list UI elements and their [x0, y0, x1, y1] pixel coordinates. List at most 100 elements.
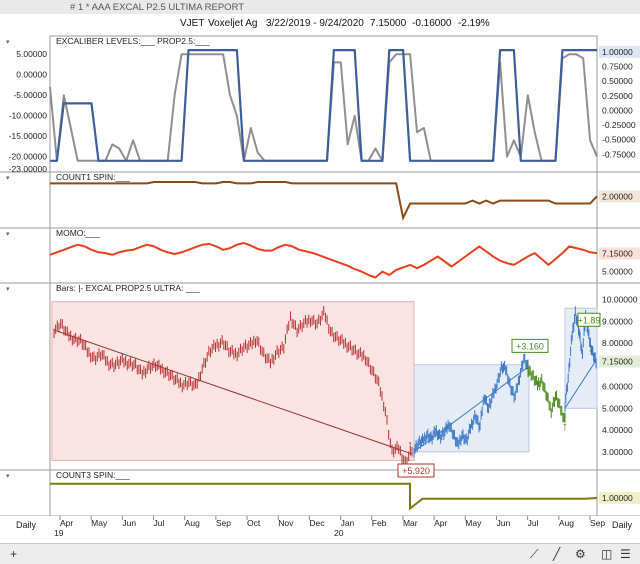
x-tick-label: Jun: [122, 518, 136, 528]
x-tick-label: Jul: [528, 518, 539, 528]
symbol-info-bar: VJET Voxeljet Ag 3/22/2019 - 9/24/2020 7…: [0, 14, 640, 34]
y-tick-label: 0.00000: [16, 70, 47, 80]
collapse-icon: ▾: [6, 286, 10, 293]
x-tick-label: Jan: [341, 518, 355, 528]
panel-title: Bars: |- EXCAL PROP2.5 ULTRA: ___: [56, 283, 200, 293]
y-tick-label: 6.00000: [602, 382, 633, 392]
chart-canvas[interactable]: ▾ ▾ ▾ ▾ ▾ 5.00000 0.00000 -5.00000 -10.00000 -15.…: [0, 0, 640, 543]
down-swing-region: [51, 301, 415, 461]
y-tick-label: -5.00000: [13, 90, 47, 100]
y-tick-label: 5.00000: [16, 49, 47, 59]
last-value-marker: [599, 355, 640, 368]
y-tick-label: 0.50000: [602, 76, 633, 86]
x-tick-label: May: [91, 518, 108, 528]
x-axis-area: [0, 516, 640, 543]
annotation-box: [577, 312, 601, 327]
up-trend-line: [413, 366, 529, 453]
last-value-marker: [599, 190, 640, 203]
y-tick-label: -0.50000: [602, 135, 636, 145]
up-arrow-icon: ↑: [562, 419, 568, 433]
collapse-icon: ▾: [6, 39, 10, 46]
panel-frame: [49, 227, 598, 284]
annotation-label: +3.160: [516, 341, 544, 351]
x-tick-label: Dec: [309, 518, 325, 528]
panel-frame: [49, 469, 598, 517]
x-tick-label: Nov: [278, 518, 294, 528]
down-arrow-icon: ↓: [588, 341, 594, 355]
count1-spin-line: [50, 181, 598, 221]
y-tick-label: -15.00000: [9, 131, 48, 141]
panel-title: MOMO:___: [56, 228, 100, 238]
up-trend-line-2: [564, 360, 597, 409]
annotation-box: [511, 338, 549, 353]
x-tick-label: Apr: [434, 518, 447, 528]
last-price: 7.15000: [370, 18, 407, 29]
y-tick-label: 10.00000: [602, 295, 638, 305]
x-tick-label: Sep: [216, 518, 231, 528]
line-icon[interactable]: ╱: [553, 547, 561, 561]
x-tick-label: May: [465, 518, 482, 528]
y-tick-label: 5.00000: [602, 403, 633, 413]
y-tick-label: 1.00000: [602, 47, 633, 57]
last-value-marker: [599, 247, 640, 260]
y-tick-label: 1.00000: [602, 493, 633, 503]
x-tick-label: Mar: [403, 518, 418, 528]
date-range: 3/22/2019 - 9/24/2020: [266, 18, 364, 29]
y-tick-label: -20.00000: [9, 152, 48, 162]
y-tick-label: 3.00000: [602, 447, 633, 457]
y-tick-label: 8.00000: [602, 338, 633, 348]
x-tick-label: Apr: [60, 518, 73, 528]
symbol: VJET: [180, 18, 205, 29]
up-arrow-icon: ↑: [408, 439, 413, 450]
down-arrow-icon: ↓: [524, 358, 530, 372]
y-tick-label: -10.00000: [9, 111, 48, 121]
collapse-icon: ▾: [6, 473, 10, 480]
price-change-pct: -2.19%: [458, 18, 490, 29]
y-tick-label: 0.25000: [602, 91, 633, 101]
window-title: # 1 * AAA EXCAL P2.5 ULTIMA REPORT: [70, 2, 245, 13]
y-tick-label: 2.00000: [602, 191, 633, 201]
bottom-toolbar: + ⟋ ╱ ⚙ ◫ ☰: [0, 543, 640, 564]
price-change: -0.16000: [412, 18, 452, 29]
y-tick-label: 9.00000: [602, 316, 633, 326]
panel-title: COUNT3 SPIN:___: [56, 470, 130, 480]
x-tick-label: Feb: [372, 518, 387, 528]
year-label: 19: [54, 528, 64, 538]
x-tick-label: Jun: [496, 518, 510, 528]
count3-spin-line: [50, 482, 598, 511]
period-label: Daily: [16, 520, 37, 530]
add-icon[interactable]: +: [10, 547, 18, 561]
x-tick-label: Aug: [185, 518, 200, 528]
annotation-label: +1.89: [578, 315, 601, 325]
panel-title: EXCALIBER LEVELS:___ PROP2.5:___: [56, 36, 210, 46]
down-trend-line: [53, 329, 413, 455]
annotation-label: +5.920: [402, 466, 430, 476]
period-label: Daily: [612, 520, 633, 530]
layout-icon[interactable]: ◫: [601, 547, 613, 561]
prop25-line: [50, 48, 597, 162]
last-value-marker: [599, 45, 640, 58]
y-tick-label: 0.75000: [602, 62, 633, 72]
x-tick-label: Sep: [590, 518, 605, 528]
y-tick-label: -0.25000: [602, 120, 636, 130]
x-tick-label: Oct: [247, 518, 261, 528]
last-value-marker: [599, 492, 640, 504]
y-tick-label: -23.00000: [9, 164, 48, 174]
collapse-icon: ▾: [6, 175, 10, 182]
annotation-box: [397, 463, 435, 478]
panel-title: COUNT1 SPIN:___: [56, 172, 130, 182]
y-tick-label: 7.15000: [602, 249, 633, 259]
list-icon[interactable]: ☰: [620, 547, 631, 561]
company-name: Voxeljet Ag: [208, 18, 258, 29]
y-tick-label: 0.00000: [602, 105, 633, 115]
draw-icon[interactable]: ⟋: [530, 547, 539, 561]
settings-icon[interactable]: ⚙: [575, 547, 586, 561]
y-tick-label: 7.15000: [602, 357, 633, 367]
momo-line: [49, 242, 598, 279]
y-tick-label: -0.75000: [602, 149, 636, 159]
x-tick-label: Aug: [559, 518, 574, 528]
y-tick-label: 5.00000: [602, 267, 633, 277]
year-label: 20: [334, 528, 344, 538]
collapse-icon: ▾: [6, 231, 10, 238]
x-tick-label: Jul: [154, 518, 165, 528]
